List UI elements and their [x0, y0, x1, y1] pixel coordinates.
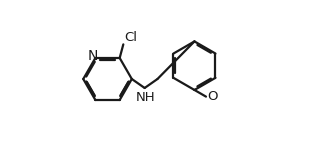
Text: NH: NH [136, 91, 155, 104]
Text: N: N [88, 49, 98, 63]
Text: O: O [207, 90, 217, 103]
Text: Cl: Cl [124, 31, 137, 44]
